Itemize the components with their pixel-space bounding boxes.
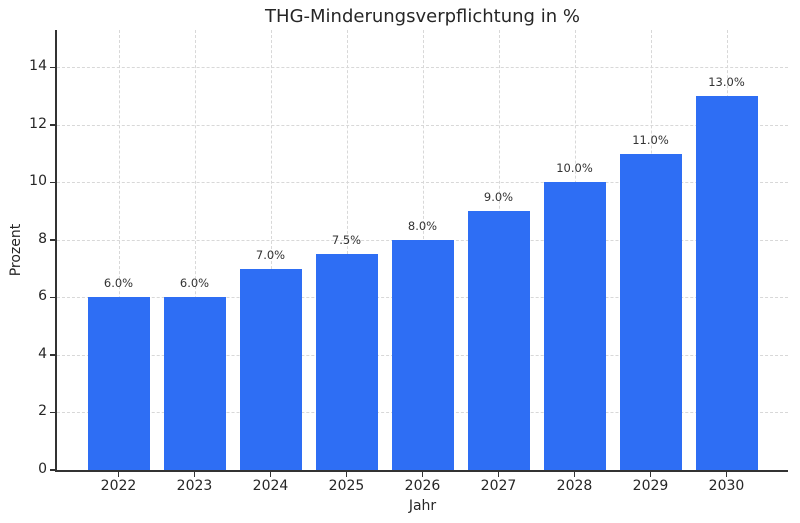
bar-value-label: 9.0% — [483, 190, 514, 205]
x-tick-label: 2030 — [708, 478, 745, 494]
bar-value-label: 7.5% — [331, 233, 362, 248]
x-tick-mark — [345, 472, 348, 477]
x-tick-label: 2024 — [252, 478, 289, 494]
x-tick-mark — [117, 472, 120, 477]
bar-2027 — [467, 211, 530, 470]
x-tick-mark — [497, 472, 500, 477]
y-tick-label: 12 — [29, 115, 47, 132]
y-tick-label: 10 — [29, 173, 47, 190]
y-tick-label: 6 — [38, 288, 47, 305]
y-tick-mark — [50, 296, 55, 299]
x-tick-label: 2028 — [556, 478, 593, 494]
y-tick-label: 14 — [29, 58, 47, 75]
bar-2025 — [315, 254, 378, 470]
bar-value-label: 6.0% — [103, 276, 134, 291]
x-tick-mark — [573, 472, 576, 477]
y-tick-mark — [50, 239, 55, 241]
x-tick-mark — [421, 472, 424, 477]
bar-value-label: 13.0% — [708, 75, 745, 90]
bar-value-label: 11.0% — [632, 132, 669, 147]
bar-value-label: 7.0% — [255, 247, 286, 262]
y-tick-mark — [50, 66, 55, 69]
y-tick-label: 4 — [38, 345, 47, 362]
bar-value-label: 6.0% — [179, 276, 210, 291]
x-tick-label: 2027 — [480, 478, 517, 494]
x-tick-label: 2029 — [632, 478, 669, 494]
bar-2024 — [239, 268, 302, 470]
y-axis-spine — [55, 30, 57, 472]
y-tick-label: 0 — [38, 461, 47, 477]
gridline-vertical — [118, 30, 120, 470]
x-tick-label: 2023 — [176, 478, 213, 494]
y-tick-mark — [50, 181, 55, 184]
x-tick-mark — [269, 472, 272, 477]
bar-value-label: 10.0% — [556, 161, 593, 176]
x-axis-spine — [55, 470, 788, 472]
y-tick-label: 8 — [38, 230, 47, 247]
bar-2029 — [619, 153, 682, 470]
bar-value-label: 8.0% — [407, 218, 438, 233]
y-tick-mark — [50, 411, 55, 414]
x-tick-label: 2025 — [328, 478, 365, 494]
x-tick-label: 2026 — [404, 478, 441, 494]
y-tick-mark — [50, 354, 55, 356]
y-tick-mark — [50, 469, 55, 471]
bar-2030 — [695, 96, 758, 470]
y-axis-label: Prozent — [8, 223, 24, 277]
bar-2023 — [163, 297, 226, 470]
bar-2026 — [391, 239, 454, 470]
chart-title: THG-Minderungsverpflichtung in % — [265, 6, 580, 27]
y-tick-mark — [50, 124, 55, 126]
x-tick-label: 2022 — [100, 478, 137, 494]
gridline-vertical — [194, 30, 196, 470]
x-tick-mark — [193, 472, 196, 477]
bar-2022 — [87, 297, 150, 470]
gridline-vertical — [270, 30, 272, 470]
gridline-vertical — [346, 30, 348, 470]
y-tick-label: 2 — [38, 403, 47, 420]
x-tick-mark — [725, 472, 728, 477]
x-axis-label: Jahr — [408, 498, 437, 514]
x-tick-mark — [649, 472, 652, 477]
bar-2028 — [543, 182, 606, 470]
